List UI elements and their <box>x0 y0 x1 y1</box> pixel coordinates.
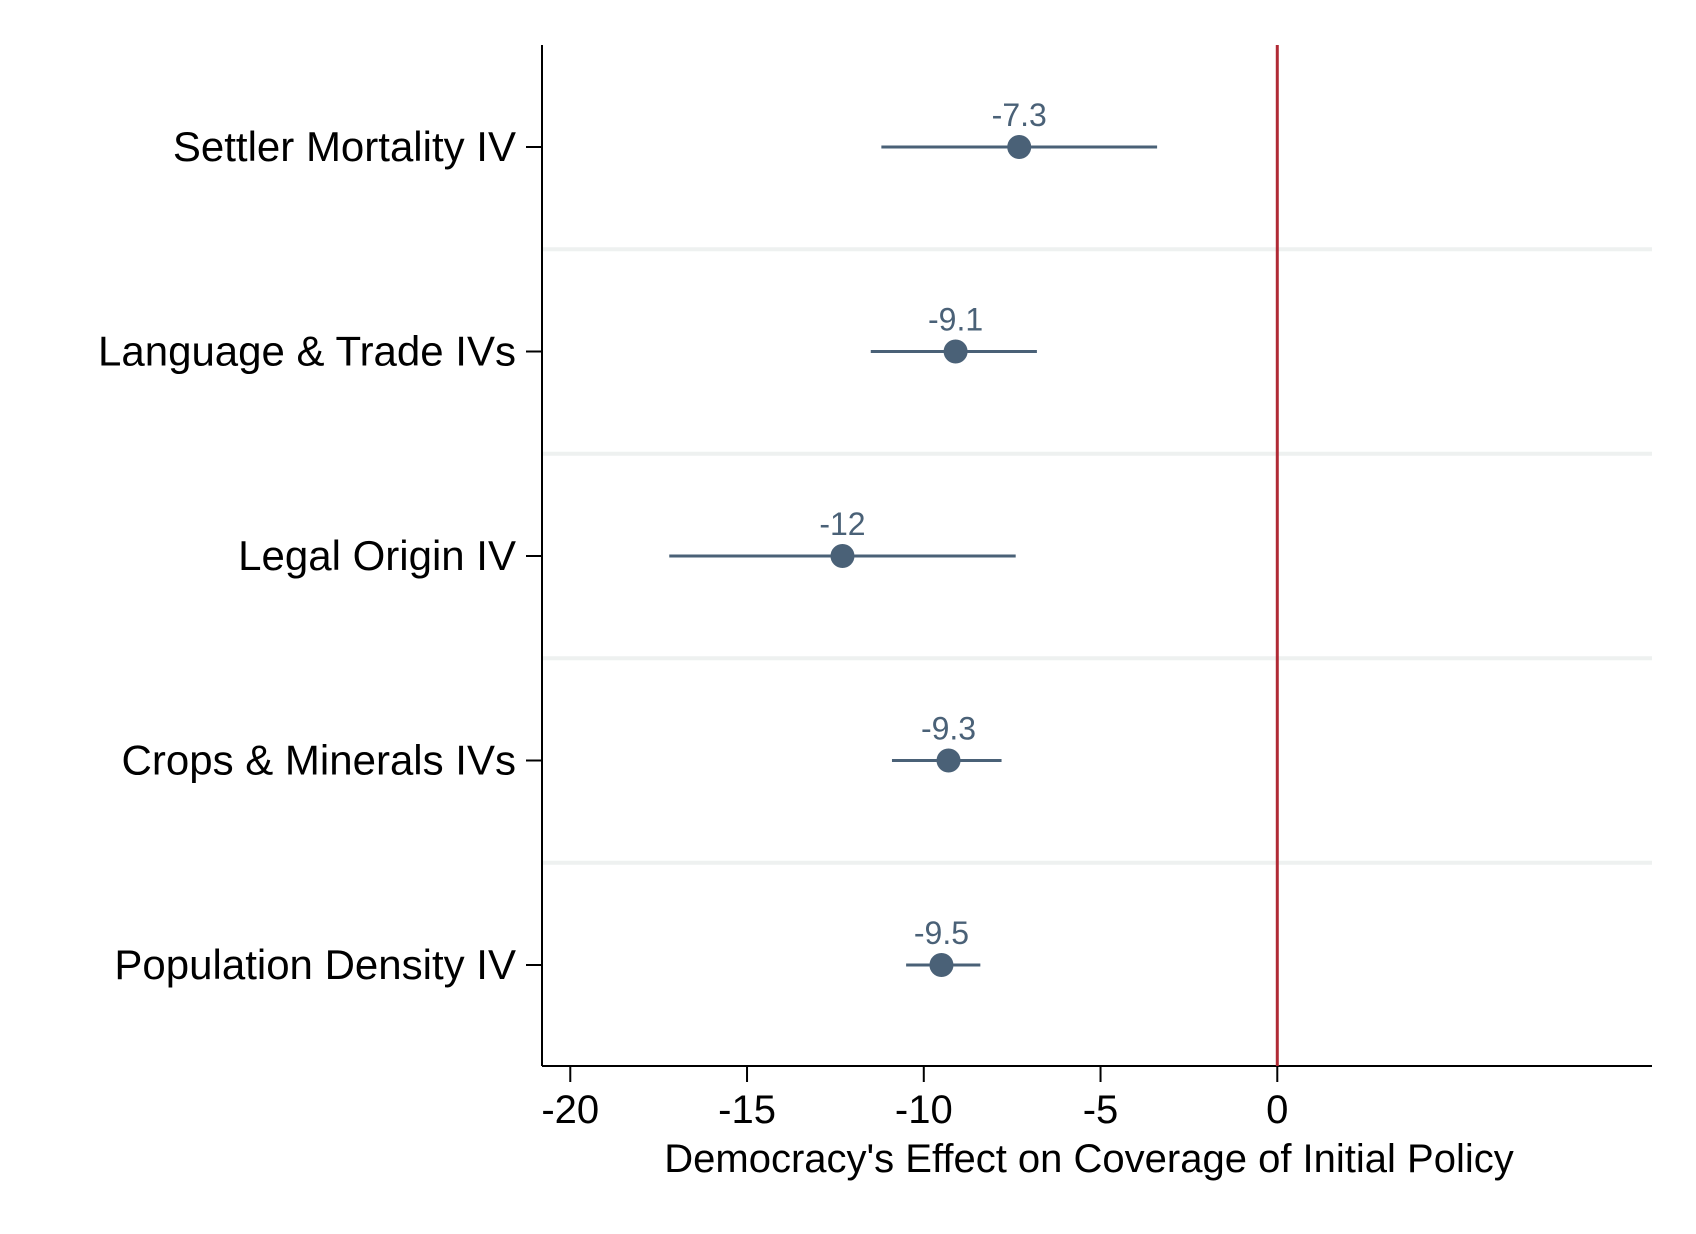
data-label: -12 <box>819 506 865 542</box>
y-tick-label: Crops & Minerals IVs <box>122 737 516 784</box>
data-label: -7.3 <box>992 97 1047 133</box>
x-tick-label: 0 <box>1266 1088 1288 1132</box>
x-axis-ticks: -20 -15 -10 -5 0 <box>541 1066 1288 1132</box>
estimates: -7.3 -9.1 -12 -9.3 -9.5 <box>669 97 1158 977</box>
y-tick-label: Population Density IV <box>114 941 516 988</box>
data-label: -9.5 <box>914 915 969 951</box>
point-estimate <box>929 953 954 977</box>
x-tick-label: -5 <box>1083 1088 1119 1132</box>
point-estimate <box>936 748 961 773</box>
point-estimate <box>943 339 968 364</box>
y-tick-label: Language & Trade IVs <box>98 328 516 375</box>
x-tick-label: -20 <box>541 1088 599 1132</box>
data-label: -9.1 <box>928 302 983 338</box>
y-tick-label: Settler Mortality IV <box>173 123 516 170</box>
y-axis-ticks: Settler Mortality IV Language & Trade IVs… <box>98 123 542 988</box>
x-tick-label: -10 <box>895 1088 953 1132</box>
x-axis-title: Democracy's Effect on Coverage of Initia… <box>664 1137 1514 1181</box>
x-tick-label: -15 <box>718 1088 776 1132</box>
data-label: -9.3 <box>921 711 976 747</box>
row-separators <box>542 247 1652 865</box>
point-estimate <box>830 544 855 568</box>
point-estimate <box>1007 135 1032 159</box>
y-tick-label: Legal Origin IV <box>238 532 516 579</box>
